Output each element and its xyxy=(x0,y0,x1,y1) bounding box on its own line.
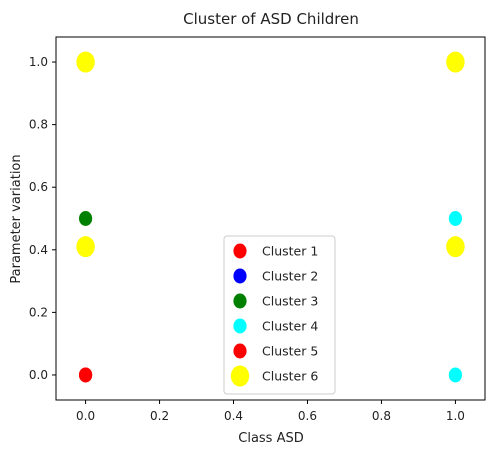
data-point-cluster-6 xyxy=(76,236,95,258)
y-axis-label: Parameter variation xyxy=(9,154,24,283)
y-tick-label: 0.2 xyxy=(29,305,48,319)
data-point-cluster-4 xyxy=(448,211,463,226)
y-tick-label: 0.6 xyxy=(29,180,48,194)
data-point-cluster-5 xyxy=(78,367,93,383)
data-point-cluster-4 xyxy=(448,367,463,383)
legend-marker xyxy=(233,268,247,284)
x-tick-label: 0.8 xyxy=(372,409,391,423)
data-point-cluster-3 xyxy=(78,211,93,226)
legend-marker xyxy=(230,365,250,387)
data-point-cluster-6 xyxy=(446,236,465,258)
legend-marker xyxy=(233,243,247,259)
legend-label: Cluster 1 xyxy=(262,244,318,259)
y-tick-label: 1.0 xyxy=(29,55,48,69)
legend-marker xyxy=(233,318,247,334)
x-tick-label: 0.0 xyxy=(76,409,95,423)
x-tick-label: 0.4 xyxy=(224,409,243,423)
chart-title: Cluster of ASD Children xyxy=(183,10,359,28)
legend-label: Cluster 4 xyxy=(262,319,318,334)
legend-marker xyxy=(233,293,247,309)
y-tick-label: 0.8 xyxy=(29,118,48,132)
legend-label: Cluster 3 xyxy=(262,294,318,309)
y-tick-label: 0.0 xyxy=(29,368,48,382)
data-point-cluster-6 xyxy=(446,51,465,73)
legend-label: Cluster 2 xyxy=(262,269,318,284)
x-tick-label: 1.0 xyxy=(446,409,465,423)
y-tick-label: 0.4 xyxy=(29,243,48,257)
legend-label: Cluster 5 xyxy=(262,344,318,359)
x-tick-label: 0.6 xyxy=(298,409,317,423)
plot-frame xyxy=(55,36,486,401)
data-point-cluster-6 xyxy=(76,51,95,73)
legend-label: Cluster 6 xyxy=(262,369,318,384)
x-axis-label: Class ASD xyxy=(238,431,304,446)
legend-marker xyxy=(233,343,247,359)
legend-box xyxy=(223,235,336,395)
x-tick-label: 0.2 xyxy=(150,409,169,423)
